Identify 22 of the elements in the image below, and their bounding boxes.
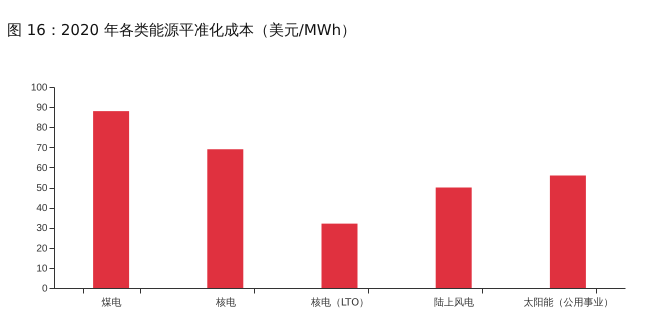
y-tick-label: 80 — [36, 122, 48, 134]
y-tick-label: 40 — [36, 203, 48, 214]
x-tick-label: 煤电 — [102, 296, 122, 308]
x-tick-label: 核电 — [214, 296, 236, 308]
bar — [550, 175, 586, 288]
y-tick-label: 50 — [36, 183, 48, 194]
y-tick-label: 0 — [42, 284, 48, 294]
bar — [93, 111, 130, 288]
y-tick-label: 90 — [36, 102, 48, 114]
x-tick-label: 太阳能（公用事业） — [523, 296, 614, 308]
bar — [322, 224, 358, 288]
y-tick-label: 30 — [36, 223, 48, 234]
y-tick-label: 20 — [36, 243, 48, 254]
bar — [436, 188, 472, 288]
y-tick-label: 70 — [36, 142, 48, 154]
x-tick-label: 陆上风电 — [434, 296, 474, 308]
y-tick-label: 100 — [30, 82, 48, 94]
y-tick-label: 60 — [36, 162, 48, 174]
y-tick-label: 10 — [36, 263, 48, 274]
bar — [207, 149, 244, 288]
chart-title: 图 16：2020 年各类能源平准化成本（美元/MWh） — [7, 21, 356, 39]
x-tick-label: 核电（LTO） — [310, 296, 370, 308]
